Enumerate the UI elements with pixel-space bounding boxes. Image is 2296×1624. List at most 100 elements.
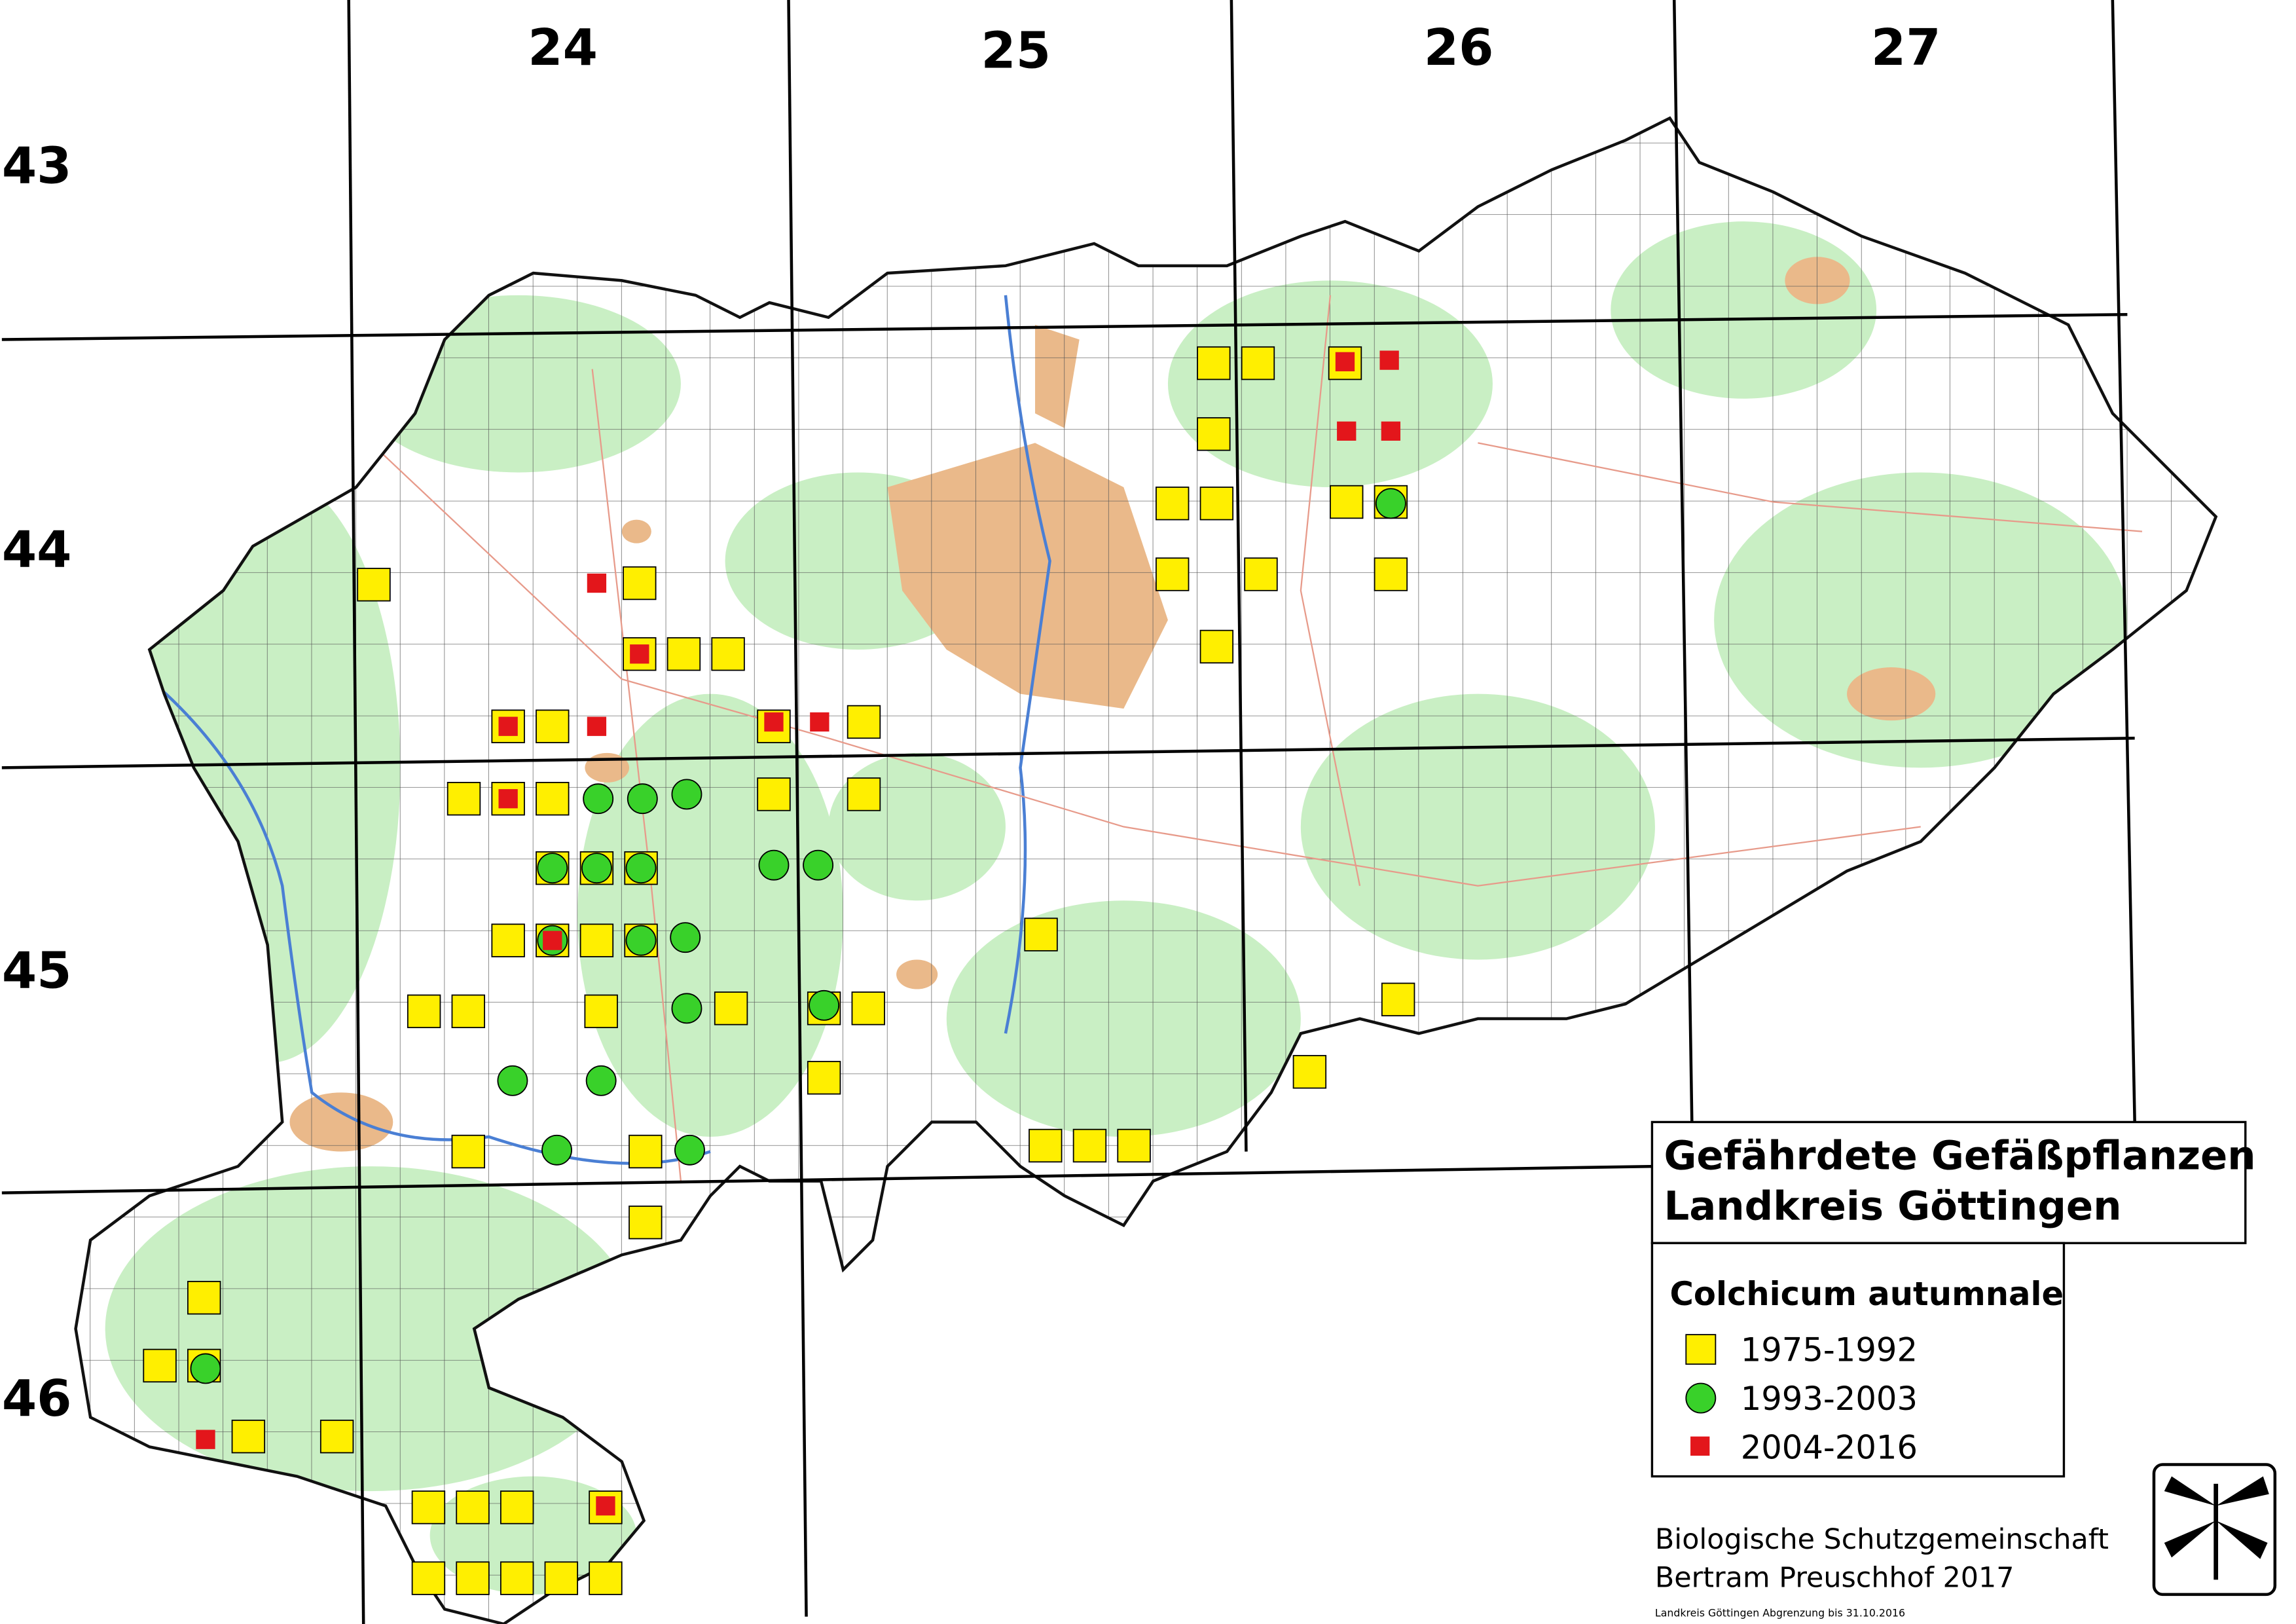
column-label: 24: [528, 19, 598, 77]
record-1975-1992: [536, 782, 570, 816]
record-1975-1992: [1244, 557, 1278, 591]
record-1975-1992: [1199, 629, 1234, 664]
legend-symbol: [1685, 1334, 1717, 1365]
record-1993-2003: [809, 989, 840, 1021]
record-1975-1992: [500, 1561, 534, 1595]
record-1993-2003: [674, 1134, 705, 1166]
record-1975-1992: [711, 637, 745, 671]
legend-label: 1975-1992: [1741, 1331, 1918, 1369]
credit: Bertram Preuschhof 2017: [1655, 1562, 2014, 1595]
record-1975-1992: [1155, 487, 1190, 521]
record-1975-1992: [1197, 417, 1231, 451]
record-1975-1992: [456, 1490, 490, 1524]
record-1993-2003: [625, 925, 657, 956]
record-1975-1992: [1117, 1128, 1151, 1163]
record-1975-1992: [187, 1281, 221, 1315]
record-1993-2003: [537, 853, 568, 884]
legend-label: 2004-2016: [1741, 1428, 1918, 1466]
record-1993-2003: [583, 783, 614, 815]
record-1975-1992: [847, 777, 881, 811]
river: [148, 295, 1051, 1165]
record-2004-2016: [196, 1430, 215, 1449]
legend-title: Gefährdete Gefäßpflanzen: [1664, 1133, 2255, 1179]
record-2004-2016: [764, 712, 784, 732]
record-1975-1992: [1197, 346, 1231, 380]
logo: [2152, 1463, 2277, 1596]
record-1975-1992: [411, 1490, 446, 1524]
record-1975-1992: [1381, 982, 1415, 1017]
legend-symbol: [1690, 1436, 1710, 1456]
record-2004-2016: [810, 712, 829, 732]
record-1975-1992: [491, 923, 525, 957]
credits: Biologische Schutzgemeinschaft Bertram P…: [1655, 1463, 2277, 1619]
record-1975-1992: [319, 1419, 354, 1454]
record-1993-2003: [190, 1353, 221, 1384]
row-label: 44: [2, 521, 72, 580]
record-2004-2016: [1337, 421, 1357, 441]
record-1993-2003: [671, 993, 702, 1024]
record-1975-1992: [847, 705, 881, 739]
record-1993-2003: [581, 853, 612, 884]
occurrences: [143, 346, 1415, 1595]
column-label: 25: [981, 22, 1051, 81]
record-1975-1992: [589, 1561, 623, 1595]
sheet-grid: [1, 0, 2136, 1624]
record-1993-2003: [803, 849, 834, 881]
record-2004-2016: [543, 931, 562, 950]
roads: [370, 295, 2143, 1181]
record-1993-2003: [670, 922, 701, 953]
record-1993-2003: [625, 853, 657, 884]
record-1993-2003: [1375, 488, 1406, 519]
record-1975-1992: [451, 994, 485, 1029]
record-1975-1992: [143, 1348, 177, 1383]
record-1975-1992: [446, 782, 481, 816]
record-1975-1992: [411, 1561, 446, 1595]
record-1993-2003: [758, 849, 790, 881]
record-1975-1992: [629, 1206, 663, 1240]
record-2004-2016: [1381, 421, 1401, 441]
record-1975-1992: [1330, 485, 1364, 519]
record-2004-2016: [596, 1496, 615, 1516]
record-1975-1992: [714, 991, 748, 1025]
legend-title: Landkreis Göttingen: [1664, 1183, 2121, 1229]
record-1975-1992: [666, 637, 701, 671]
species: Colchicum autumnale: [1669, 1275, 2064, 1313]
row-label: 45: [2, 942, 72, 1000]
record-1993-2003: [671, 779, 702, 810]
record-1975-1992: [579, 923, 614, 957]
record-1975-1992: [536, 709, 570, 743]
legend-symbol: [1685, 1382, 1717, 1414]
record-1975-1992: [623, 566, 657, 600]
record-1975-1992: [1029, 1128, 1063, 1163]
record-1975-1992: [1241, 346, 1275, 380]
record-1993-2003: [541, 1134, 573, 1166]
column-label: 26: [1424, 19, 1494, 77]
column-label: 27: [1871, 19, 1941, 77]
record-1993-2003: [497, 1065, 528, 1096]
record-1975-1992: [231, 1419, 266, 1454]
record-2004-2016: [587, 573, 607, 593]
record-1975-1992: [407, 994, 441, 1029]
record-1975-1992: [544, 1561, 579, 1595]
row-label: 43: [2, 138, 72, 196]
record-1975-1992: [1024, 917, 1058, 951]
record-1975-1992: [1199, 487, 1234, 521]
record-1975-1992: [851, 991, 885, 1025]
record-2004-2016: [498, 789, 518, 809]
record-2004-2016: [498, 716, 518, 736]
record-1993-2003: [585, 1065, 617, 1096]
record-1975-1992: [357, 568, 391, 602]
record-1993-2003: [627, 783, 658, 815]
record-1975-1992: [1374, 557, 1408, 591]
record-1975-1992: [629, 1134, 663, 1169]
record-1975-1992: [500, 1490, 534, 1524]
note: Landkreis Göttingen Abgrenzung bis 31.10…: [1655, 1607, 1905, 1619]
record-1975-1992: [757, 777, 791, 811]
record-2004-2016: [1335, 352, 1355, 372]
record-2004-2016: [587, 716, 607, 736]
record-2004-2016: [630, 644, 649, 664]
row-label: 46: [2, 1370, 72, 1428]
record-1975-1992: [1155, 557, 1190, 591]
